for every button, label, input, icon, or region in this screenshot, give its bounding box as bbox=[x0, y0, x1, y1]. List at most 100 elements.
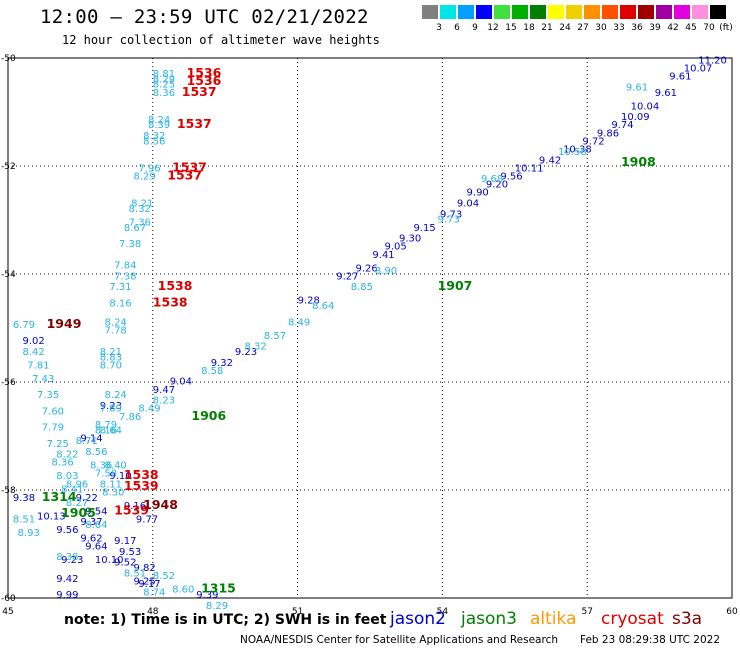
color-scale-tick: 9 bbox=[472, 23, 478, 33]
data-label-altika: 9.61 bbox=[626, 82, 648, 93]
data-label-jason2: 10.10 bbox=[95, 555, 124, 566]
data-label-jason2: 9.26 bbox=[356, 263, 378, 274]
data-label-altika: 7.31 bbox=[109, 282, 131, 293]
data-label-jason2: 9.37 bbox=[80, 517, 102, 528]
data-label-altika: 8.64 bbox=[100, 425, 122, 436]
data-label-jason2: 9.23 bbox=[61, 555, 83, 566]
data-label-jason2: 9.42 bbox=[56, 574, 78, 585]
satellite-legend-altika: altika bbox=[530, 609, 577, 629]
data-label-jason3: 1315 bbox=[201, 581, 236, 596]
satellite-legend-jason3: jason3 bbox=[461, 609, 517, 629]
data-label-jason2: 9.28 bbox=[298, 296, 320, 307]
data-label-jason2: 10.11 bbox=[515, 163, 544, 174]
color-scale-tick: 18 bbox=[523, 23, 535, 33]
data-label-jason2: 9.53 bbox=[119, 547, 141, 558]
footer-date: Feb 23 08:29:38 UTC 2022 bbox=[580, 634, 720, 646]
color-scale-swatch bbox=[548, 5, 564, 19]
data-label-altika: 8.90 bbox=[375, 266, 397, 277]
data-label-altika: 9.68 bbox=[481, 174, 503, 185]
data-label-jason2: 9.72 bbox=[582, 136, 604, 147]
data-label-altika: 7.78 bbox=[105, 325, 127, 336]
data-label-jason2: 9.38 bbox=[13, 493, 35, 504]
data-label-altika: 8.96 bbox=[66, 479, 88, 490]
data-label-altika: 7.96 bbox=[138, 163, 160, 174]
data-label-altika: 8.52 bbox=[153, 571, 175, 582]
data-label-s3a: 1948 bbox=[143, 497, 178, 512]
color-scale-swatch bbox=[692, 5, 708, 19]
data-label-jason2: 9.17 bbox=[138, 579, 160, 590]
data-label-cryosat: 1539 bbox=[114, 502, 149, 517]
color-scale-swatch bbox=[638, 5, 654, 19]
data-label-s3a: 1949 bbox=[47, 316, 82, 331]
color-scale-tick: 3 bbox=[436, 23, 442, 33]
data-label-jason2: 9.42 bbox=[539, 155, 561, 166]
data-label-jason2: 9.32 bbox=[211, 358, 233, 369]
data-label-altika: 7.84 bbox=[114, 261, 136, 272]
data-label-altika: 7.86 bbox=[119, 412, 141, 423]
data-label-jason2: 9.61 bbox=[655, 88, 677, 99]
satellite-legend-jason2: jason2 bbox=[390, 609, 446, 629]
color-scale-tick: 6 bbox=[454, 23, 460, 33]
data-label-jason2: 9.17 bbox=[114, 536, 136, 547]
data-label-jason2: 10.07 bbox=[684, 64, 713, 75]
data-label-altika: 8.24 bbox=[105, 317, 127, 328]
data-label-jason2: 9.04 bbox=[170, 377, 192, 388]
data-label-jason2: 9.10 bbox=[109, 471, 131, 482]
data-label-jason2: 10.13 bbox=[37, 512, 66, 523]
data-label-jason2: 9.02 bbox=[22, 336, 44, 347]
color-scale-tick: 36 bbox=[631, 23, 643, 33]
y-tick-label: -56 bbox=[1, 378, 16, 388]
data-label-jason3: 1906 bbox=[191, 408, 226, 423]
color-scale-tick: 15 bbox=[505, 23, 517, 33]
data-label-altika: 8.29 bbox=[133, 172, 155, 183]
data-label-altika: 8.67 bbox=[124, 223, 146, 234]
color-scale-tick: 39 bbox=[649, 23, 661, 33]
data-label-jason2: 9.30 bbox=[399, 234, 421, 245]
data-label-altika: 8.49 bbox=[288, 317, 310, 328]
data-label-altika: 8.93 bbox=[18, 528, 40, 539]
data-label-altika: 8.29 bbox=[153, 74, 175, 85]
data-label-jason2: 11.20 bbox=[698, 55, 727, 66]
data-label-altika: 8.51 bbox=[13, 514, 35, 525]
y-tick-label: -54 bbox=[1, 270, 16, 280]
color-scale-swatch bbox=[476, 5, 492, 19]
data-label-jason2: 9.62 bbox=[80, 533, 102, 544]
data-label-altika: 7.38 bbox=[114, 271, 136, 282]
data-label-jason2: 9.05 bbox=[384, 242, 406, 253]
data-label-jason2: 10.38 bbox=[563, 145, 592, 156]
data-label-altika: 8.36 bbox=[90, 460, 112, 471]
color-scale-tick: 12 bbox=[487, 23, 499, 33]
x-tick-label: 54 bbox=[437, 607, 449, 617]
y-tick-label: -50 bbox=[1, 54, 16, 64]
chart-title: 12:00 — 23:59 UTC 02/21/2022 bbox=[40, 6, 369, 28]
data-label-jason2: 9.27 bbox=[336, 271, 358, 282]
data-label-altika: 8.57 bbox=[264, 331, 286, 342]
satellite-legend-s3a: s3a bbox=[672, 609, 703, 629]
data-label-altika: 8.56 bbox=[143, 136, 165, 147]
data-label-altika: 8.38 bbox=[56, 552, 78, 563]
data-label-altika: 8.23 bbox=[153, 396, 175, 407]
data-label-jason2: 9.54 bbox=[85, 506, 107, 517]
data-label-cryosat: 1538 bbox=[158, 278, 193, 293]
data-label-altika: 8.79 bbox=[95, 420, 117, 431]
data-label-altika: 7.81 bbox=[27, 361, 49, 372]
y-tick-label: -58 bbox=[1, 486, 16, 496]
data-label-altika: 8.40 bbox=[105, 460, 127, 471]
data-label-altika: 7.89 bbox=[100, 404, 122, 415]
data-label-altika: 8.74 bbox=[143, 587, 165, 598]
color-scale-tick: 30 bbox=[595, 23, 607, 33]
data-label-altika: 8.41 bbox=[61, 485, 83, 496]
data-label-cryosat: 1537 bbox=[177, 116, 212, 131]
data-label-altika: 10.58 bbox=[558, 147, 587, 158]
data-label-altika: 7.58 bbox=[95, 469, 117, 480]
footer-credit: NOAA/NESDIS Center for Satellite Applica… bbox=[240, 634, 558, 646]
data-label-altika: 7.38 bbox=[119, 239, 141, 250]
data-label-cryosat: 1536 bbox=[187, 65, 222, 80]
data-label-jason2: 9.56 bbox=[56, 525, 78, 536]
data-label-altika: 8.32 bbox=[129, 204, 151, 215]
data-label-jason2: 9.64 bbox=[85, 541, 107, 552]
data-label-altika: 7.43 bbox=[32, 374, 54, 385]
data-label-jason2: 9.77 bbox=[136, 514, 158, 525]
units-note: note: 1) Time is in UTC; 2) SWH is in fe… bbox=[64, 612, 387, 628]
data-label-altika: 8.21 bbox=[100, 347, 122, 358]
